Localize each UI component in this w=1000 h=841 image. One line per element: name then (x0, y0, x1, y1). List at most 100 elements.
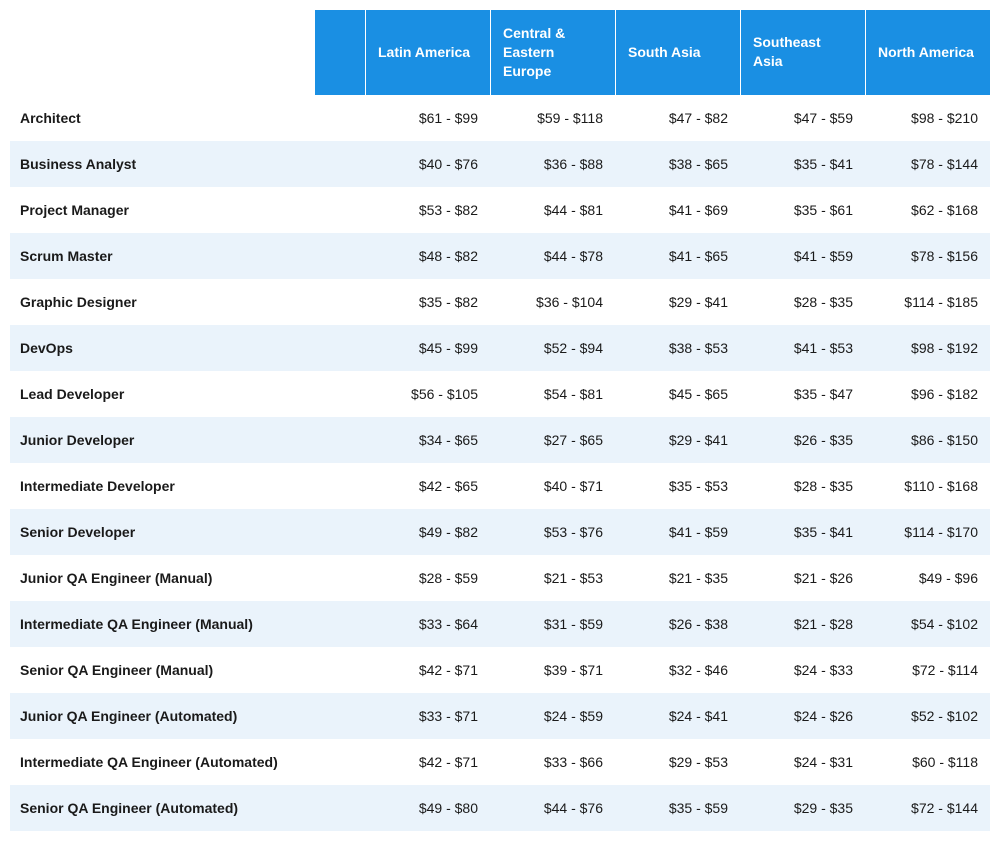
data-cell: $35 - $53 (615, 463, 740, 509)
table-row: Intermediate QA Engineer (Manual)$33 - $… (10, 601, 990, 647)
data-cell: $29 - $53 (615, 739, 740, 785)
role-cell: DevOps (10, 325, 365, 371)
data-cell: $24 - $31 (740, 739, 865, 785)
role-cell: Graphic Designer (10, 279, 365, 325)
table-row: Graphic Designer$35 - $82$36 - $104$29 -… (10, 279, 990, 325)
table-row: Junior Developer$34 - $65$27 - $65$29 - … (10, 417, 990, 463)
data-cell: $35 - $61 (740, 187, 865, 233)
role-cell: Project Manager (10, 187, 365, 233)
role-cell: Business Analyst (10, 141, 365, 187)
data-cell: $86 - $150 (865, 417, 990, 463)
data-cell: $35 - $82 (365, 279, 490, 325)
data-cell: $41 - $69 (615, 187, 740, 233)
data-cell: $72 - $144 (865, 785, 990, 831)
table-row: Senior QA Engineer (Automated)$49 - $80$… (10, 785, 990, 831)
role-cell: Scrum Master (10, 233, 365, 279)
data-cell: $49 - $96 (865, 555, 990, 601)
data-cell: $52 - $102 (865, 693, 990, 739)
data-cell: $26 - $38 (615, 601, 740, 647)
data-cell: $41 - $59 (740, 233, 865, 279)
table-row: Architect$61 - $99$59 - $118$47 - $82$47… (10, 95, 990, 141)
data-cell: $29 - $41 (615, 417, 740, 463)
data-cell: $53 - $82 (365, 187, 490, 233)
data-cell: $31 - $59 (490, 601, 615, 647)
data-cell: $54 - $81 (490, 371, 615, 417)
role-cell: Intermediate Developer (10, 463, 365, 509)
data-cell: $21 - $53 (490, 555, 615, 601)
data-cell: $48 - $82 (365, 233, 490, 279)
data-cell: $29 - $41 (615, 279, 740, 325)
table-row: Senior Developer$49 - $82$53 - $76$41 - … (10, 509, 990, 555)
data-cell: $54 - $102 (865, 601, 990, 647)
data-cell: $114 - $185 (865, 279, 990, 325)
data-cell: $47 - $82 (615, 95, 740, 141)
table-row: Project Manager$53 - $82$44 - $81$41 - $… (10, 187, 990, 233)
data-cell: $47 - $59 (740, 95, 865, 141)
role-cell: Junior Developer (10, 417, 365, 463)
table-row: Lead Developer$56 - $105$54 - $81$45 - $… (10, 371, 990, 417)
role-cell: Intermediate QA Engineer (Manual) (10, 601, 365, 647)
data-cell: $110 - $168 (865, 463, 990, 509)
data-cell: $26 - $35 (740, 417, 865, 463)
data-cell: $40 - $76 (365, 141, 490, 187)
data-cell: $49 - $80 (365, 785, 490, 831)
data-cell: $35 - $59 (615, 785, 740, 831)
data-cell: $38 - $65 (615, 141, 740, 187)
data-cell: $44 - $81 (490, 187, 615, 233)
data-cell: $34 - $65 (365, 417, 490, 463)
data-cell: $39 - $71 (490, 647, 615, 693)
column-header-southeast-asia: Southeast Asia (740, 10, 865, 95)
data-cell: $35 - $41 (740, 141, 865, 187)
data-cell: $42 - $71 (365, 647, 490, 693)
role-cell: Senior QA Engineer (Automated) (10, 785, 365, 831)
data-cell: $45 - $65 (615, 371, 740, 417)
data-cell: $24 - $26 (740, 693, 865, 739)
data-cell: $32 - $46 (615, 647, 740, 693)
role-cell: Architect (10, 95, 365, 141)
role-cell: Lead Developer (10, 371, 365, 417)
data-cell: $33 - $64 (365, 601, 490, 647)
data-cell: $44 - $76 (490, 785, 615, 831)
data-cell: $33 - $66 (490, 739, 615, 785)
data-cell: $36 - $88 (490, 141, 615, 187)
data-cell: $60 - $118 (865, 739, 990, 785)
data-cell: $24 - $33 (740, 647, 865, 693)
data-cell: $56 - $105 (365, 371, 490, 417)
data-cell: $29 - $35 (740, 785, 865, 831)
data-cell: $96 - $182 (865, 371, 990, 417)
role-cell: Senior QA Engineer (Manual) (10, 647, 365, 693)
table-body: Architect$61 - $99$59 - $118$47 - $82$47… (10, 95, 990, 831)
data-cell: $35 - $47 (740, 371, 865, 417)
data-cell: $44 - $78 (490, 233, 615, 279)
data-cell: $35 - $41 (740, 509, 865, 555)
role-cell: Junior QA Engineer (Manual) (10, 555, 365, 601)
data-cell: $21 - $26 (740, 555, 865, 601)
data-cell: $42 - $71 (365, 739, 490, 785)
data-cell: $42 - $65 (365, 463, 490, 509)
data-cell: $33 - $71 (365, 693, 490, 739)
data-cell: $24 - $41 (615, 693, 740, 739)
data-cell: $45 - $99 (365, 325, 490, 371)
data-cell: $41 - $53 (740, 325, 865, 371)
data-cell: $98 - $192 (865, 325, 990, 371)
data-cell: $78 - $156 (865, 233, 990, 279)
data-cell: $21 - $28 (740, 601, 865, 647)
data-cell: $38 - $53 (615, 325, 740, 371)
table-row: Junior QA Engineer (Manual)$28 - $59$21 … (10, 555, 990, 601)
data-cell: $28 - $35 (740, 279, 865, 325)
data-cell: $78 - $144 (865, 141, 990, 187)
data-cell: $36 - $104 (490, 279, 615, 325)
table-header-row: Latin America Central & Eastern Europe S… (10, 10, 990, 95)
column-header-north-america: North America (865, 10, 990, 95)
table-row: Junior QA Engineer (Automated)$33 - $71$… (10, 693, 990, 739)
column-header-latin-america: Latin America (365, 10, 490, 95)
table-row: Intermediate Developer$42 - $65$40 - $71… (10, 463, 990, 509)
role-cell: Intermediate QA Engineer (Automated) (10, 739, 365, 785)
table-row: Business Analyst$40 - $76$36 - $88$38 - … (10, 141, 990, 187)
data-cell: $62 - $168 (865, 187, 990, 233)
data-cell: $53 - $76 (490, 509, 615, 555)
column-header-south-asia: South Asia (615, 10, 740, 95)
data-cell: $41 - $59 (615, 509, 740, 555)
data-cell: $114 - $170 (865, 509, 990, 555)
data-cell: $98 - $210 (865, 95, 990, 141)
